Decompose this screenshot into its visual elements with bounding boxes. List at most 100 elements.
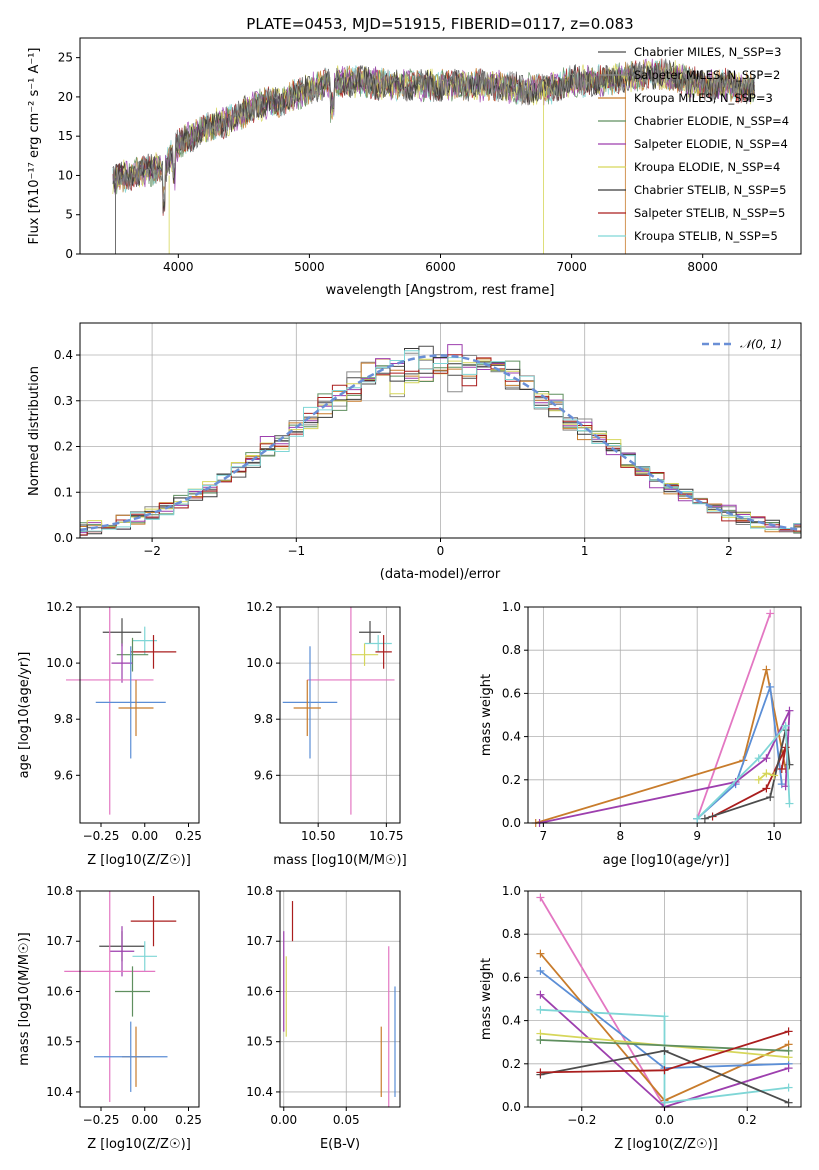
y-tick-label: 10.0	[246, 656, 273, 670]
x-tick-label: 0.25	[175, 1113, 202, 1127]
x-tick-label: 7000	[556, 260, 587, 274]
mass-vs-ebv-marks	[283, 901, 396, 1107]
x-tick-label: 0.05	[333, 1113, 360, 1127]
legend-label: Kroupa ELODIE, N_SSP=4	[634, 160, 780, 174]
y-tick-label: 10.6	[46, 984, 73, 998]
mass-vs-ebv-xlabel: E(B-V)	[320, 1137, 360, 1152]
weight-line	[696, 686, 783, 820]
mass-vs-z-panel: −0.25 0.00 0.25 10.4 10.5 10.6 10.7 10.8 Z [log…	[17, 884, 202, 1152]
y-tick-label: 9.6	[254, 768, 273, 782]
y-tick-label: 0.0	[502, 816, 521, 830]
age-vs-mass-panel: 10.50 10.75 9.6 9.8 10.0 10.2 mass [log10(M/M…	[246, 600, 406, 868]
y-tick-label: 1.0	[502, 600, 521, 614]
mass-vs-z-ylabel: mass [log10(M/M☉)]	[17, 932, 32, 1065]
weight-line	[540, 1039, 789, 1052]
weight-line	[535, 669, 787, 824]
weight-vs-z-series	[536, 893, 793, 1111]
y-tick-label: 0.4	[502, 730, 521, 744]
y-tick-label: 0.2	[502, 773, 521, 787]
y-tick-label: 0.4	[54, 348, 73, 362]
weight-vs-z-xlabel: Z [log10(Z/Z☉)]	[614, 1137, 718, 1152]
y-tick-label: 15	[58, 129, 73, 143]
weight-vs-z-ylabel: mass weight	[479, 958, 494, 1040]
residuals-legend: 𝒩(0, 1)	[702, 337, 782, 351]
y-tick-label: 10.2	[46, 600, 73, 614]
x-tick-label: 0.2	[738, 1113, 757, 1127]
x-tick-label: 8	[616, 829, 624, 843]
spectrum-line	[112, 60, 755, 202]
age-vs-mass-grid	[280, 606, 400, 823]
x-tick-label: −1	[287, 544, 305, 558]
y-tick-label: 0.2	[502, 1057, 521, 1071]
y-tick-label: 10.7	[246, 934, 273, 948]
y-tick-label: 0.8	[502, 643, 521, 657]
mass-vs-ebv-grid	[280, 890, 400, 1107]
x-tick-label: 9	[693, 829, 701, 843]
reference-gaussian	[79, 354, 802, 532]
x-tick-label: 0.00	[270, 1113, 297, 1127]
weight-vs-age-panel: 7 8 9 10 0.0 0.2 0.4 0.6 0.8 1.0 age [log10(age/y…	[479, 600, 802, 868]
residuals-panel: −2 −1 0 1 2 0.0 0.1 0.2 0.3 0.4 (data-model)/erro…	[27, 322, 802, 582]
weight-vs-z-ticks: −0.2 0.0 0.2 0.0 0.2 0.4 0.6 0.8 1.0	[502, 884, 757, 1127]
spectrum-xlabel: wavelength [Angstrom, rest frame]	[326, 283, 555, 298]
weight-line	[540, 1008, 789, 1104]
legend-label: Kroupa MILES, N_SSP=3	[634, 91, 773, 105]
x-tick-label: −0.25	[83, 829, 120, 843]
y-tick-label: 0.4	[502, 1014, 521, 1028]
y-tick-label: 10.2	[246, 600, 273, 614]
mass-vs-ebv-frame	[279, 890, 401, 1108]
age-vs-mass-marks	[282, 607, 395, 815]
legend-label: Chabrier STELIB, N_SSP=5	[634, 183, 786, 197]
y-tick-label: 10	[58, 168, 73, 182]
residuals-ticks: −2 −1 0 1 2 0.0 0.1 0.2 0.3 0.4	[54, 348, 733, 558]
histogram-series	[80, 350, 801, 532]
x-tick-label: 0.0	[655, 1113, 674, 1127]
age-vs-mass-ticks: 10.50 10.75 9.6 9.8 10.0 10.2	[246, 600, 403, 843]
age-vs-mass-xlabel: mass [log10(M/M☉)]	[273, 853, 406, 868]
y-tick-label: 0.6	[502, 970, 521, 984]
legend-label: Salpeter STELIB, N_SSP=5	[634, 206, 785, 220]
age-vs-z-ylabel: age [log10(age/yr)]	[17, 652, 32, 779]
y-tick-label: 0.0	[502, 1100, 521, 1114]
y-tick-label: 0.8	[502, 927, 521, 941]
y-tick-label: 10.8	[46, 884, 73, 898]
mass-vs-ebv-ticks: 0.00 0.05 10.4 10.5 10.6 10.7 10.8	[246, 884, 359, 1127]
x-tick-label: 8000	[687, 260, 718, 274]
age-vs-mass-frame	[279, 606, 401, 824]
spectrum-panel: PLATE=0453, MJD=51915, FIBERID=0117, z=0…	[27, 15, 802, 298]
x-tick-label: 5000	[294, 260, 325, 274]
weight-vs-age-ticks: 7 8 9 10 0.0 0.2 0.4 0.6 0.8 1.0	[502, 600, 782, 843]
spectrum-title: PLATE=0453, MJD=51915, FIBERID=0117, z=0…	[246, 15, 633, 33]
weight-line	[696, 613, 772, 820]
y-tick-label: 0.3	[54, 394, 73, 408]
y-tick-label: 0.1	[54, 485, 73, 499]
x-tick-label: 10.75	[369, 829, 403, 843]
mass-vs-ebv-panel: 0.00 0.05 10.4 10.5 10.6 10.7 10.8 E(B-V)	[246, 884, 401, 1152]
x-tick-label: 10.50	[301, 829, 335, 843]
x-tick-label: 1	[581, 544, 589, 558]
y-tick-label: 9.6	[54, 768, 73, 782]
x-tick-label: 0.00	[131, 829, 158, 843]
y-tick-label: 10.5	[246, 1035, 273, 1049]
weight-line	[712, 747, 787, 818]
legend-label: Kroupa STELIB, N_SSP=5	[634, 229, 778, 243]
x-tick-label: 6000	[425, 260, 456, 274]
legend-label: Salpeter MILES, N_SSP=2	[634, 68, 780, 82]
weight-vs-z-panel: −0.2 0.0 0.2 0.0 0.2 0.4 0.6 0.8 1.0 Z [log10(Z/…	[479, 884, 802, 1152]
y-tick-label: 10.4	[46, 1085, 73, 1099]
y-tick-label: 10.4	[246, 1085, 273, 1099]
y-tick-label: 10.5	[46, 1035, 73, 1049]
mass-vs-z-xlabel: Z [log10(Z/Z☉)]	[87, 1137, 191, 1152]
x-tick-label: 2	[725, 544, 733, 558]
x-tick-label: 0.25	[175, 829, 202, 843]
y-tick-label: 0.6	[502, 686, 521, 700]
x-tick-label: 0	[437, 544, 445, 558]
y-tick-label: 25	[58, 51, 73, 65]
spectrum-legend: Chabrier MILES, N_SSP=3 Salpeter MILES, N…	[598, 45, 789, 243]
age-vs-z-ticks: −0.25 0.00 0.25 9.6 9.8 10.0 10.2	[46, 600, 202, 843]
weight-vs-age-ylabel: mass weight	[479, 674, 494, 756]
spectrum-series	[112, 58, 755, 254]
y-tick-label: 9.8	[54, 712, 73, 726]
residuals-xlabel: (data-model)/error	[380, 567, 501, 582]
x-tick-label: −0.2	[567, 1113, 596, 1127]
